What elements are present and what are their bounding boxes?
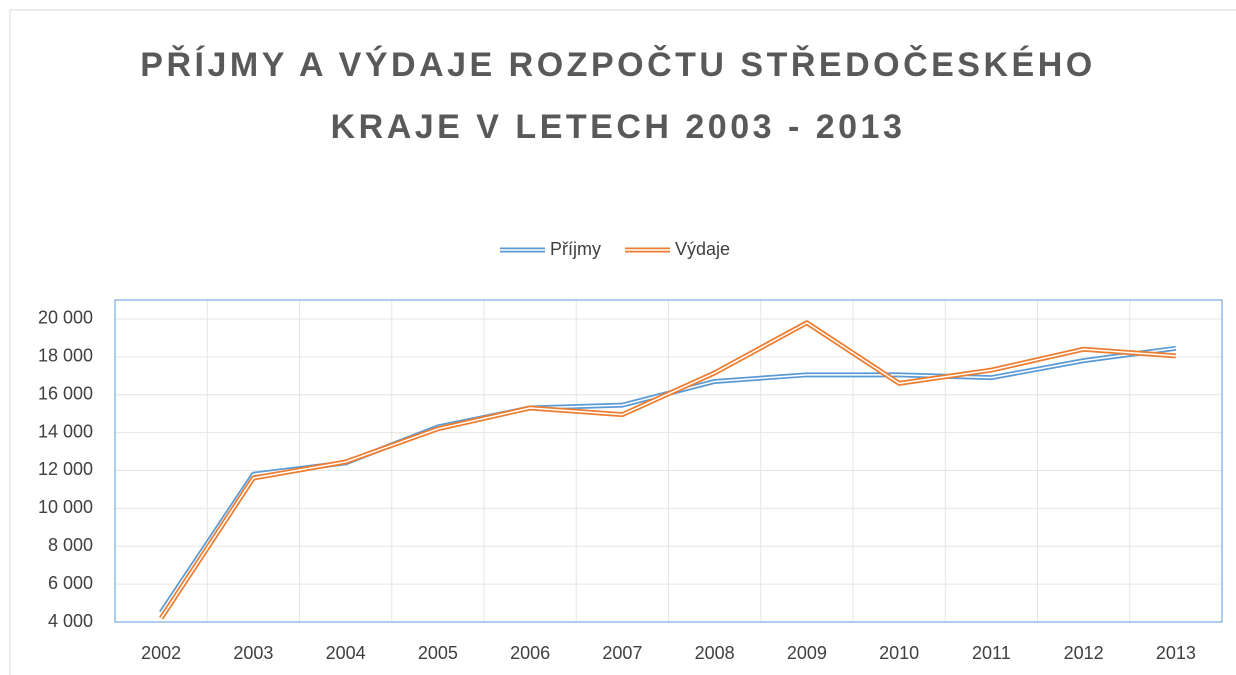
x-tick-label: 2011: [972, 643, 1011, 663]
y-tick-label: 18 000: [38, 346, 93, 366]
x-tick-label: 2007: [602, 643, 642, 663]
y-tick-label: 4 000: [48, 611, 93, 631]
y-tick-label: 8 000: [48, 535, 93, 555]
y-tick-label: 20 000: [38, 308, 93, 328]
x-tick-label: 2004: [326, 643, 366, 663]
x-tick-label: 2003: [233, 643, 273, 663]
y-tick-label: 14 000: [38, 421, 93, 441]
x-tick-label: 2002: [141, 643, 181, 663]
plot-border: [114, 299, 1223, 623]
y-tick-label: 12 000: [38, 459, 93, 479]
x-tick-label: 2010: [879, 643, 919, 663]
x-tick-label: 2013: [1156, 643, 1196, 663]
legend-label: Příjmy: [550, 239, 601, 259]
chart-border: [9, 9, 1236, 675]
series-line-inner: [160, 321, 1176, 619]
x-tick-label: 2009: [787, 643, 827, 663]
x-tick-label: 2012: [1064, 643, 1104, 663]
y-tick-label: 6 000: [48, 573, 93, 593]
x-tick-label: 2006: [510, 643, 550, 663]
x-tick-label: 2005: [418, 643, 458, 663]
y-tick-label: 10 000: [38, 497, 93, 517]
y-tick-label: 16 000: [38, 383, 93, 403]
chart-title: PŘÍJMY A VÝDAJE ROZPOČTU STŘEDOČESKÉHO K…: [140, 46, 1096, 146]
legend-label: Výdaje: [675, 239, 730, 259]
x-tick-label: 2008: [695, 643, 735, 663]
